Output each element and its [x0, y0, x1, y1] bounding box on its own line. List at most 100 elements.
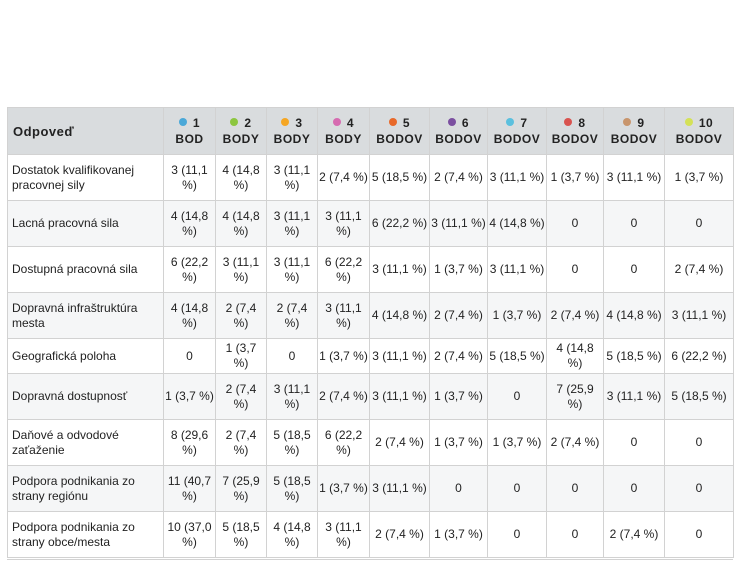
table-cell: 0	[546, 465, 604, 512]
row-label: Dostatok kvalifikovanej pracovnej sily	[7, 154, 164, 201]
table-cell: 1 (3,7 %)	[546, 154, 604, 201]
color-dot-icon	[178, 117, 187, 126]
table-cell: 2 (7,4 %)	[546, 292, 604, 339]
table-cell: 0	[487, 373, 547, 420]
table-row: Podpora podnikania zo strany obce/mesta 1…	[7, 511, 734, 558]
table-cell: 5 (18,5 %)	[266, 419, 318, 466]
header-score-number: 3	[267, 116, 317, 130]
header-column-5: 5 BODOV	[369, 107, 430, 155]
table-cell: 4 (14,8 %)	[215, 154, 267, 201]
table-cell: 1 (3,7 %)	[429, 373, 488, 420]
header-column-2: 2 BODY	[215, 107, 267, 155]
header-score-unit: BODOV	[376, 131, 423, 146]
header-score-unit: BODY	[222, 131, 260, 146]
table-cell: 2 (7,4 %)	[215, 419, 267, 466]
table-cell: 3 (11,1 %)	[369, 373, 430, 420]
header-column-9: 9 BODOV	[603, 107, 665, 155]
table-cell: 3 (11,1 %)	[369, 465, 430, 512]
table-cell: 1 (3,7 %)	[429, 419, 488, 466]
header-answer: Odpoveď	[7, 107, 164, 155]
table-cell: 2 (7,4 %)	[369, 419, 430, 466]
row-label: Dostupná pracovná sila	[7, 246, 164, 293]
header-column-1: 1 BOD	[163, 107, 216, 155]
table-cell: 1 (3,7 %)	[163, 373, 216, 420]
table-cell: 0	[664, 511, 734, 558]
table-cell: 0	[487, 465, 547, 512]
header-column-10: 10 BODOV	[664, 107, 734, 155]
table-cell: 2 (7,4 %)	[215, 373, 267, 420]
table-cell: 0	[603, 200, 665, 247]
color-dot-icon	[623, 117, 632, 126]
table-cell: 0	[163, 338, 216, 374]
table-row: Geografická poloha 0 1 (3,7 %) 0 1 (3,7 %) 3 …	[7, 338, 734, 374]
table-body: Dostatok kvalifikovanej pracovnej sily 3 …	[7, 154, 734, 558]
table-cell: 2 (7,4 %)	[429, 292, 488, 339]
table-cell: 0	[664, 200, 734, 247]
table-cell: 3 (11,1 %)	[215, 246, 267, 293]
table-cell: 1 (3,7 %)	[429, 511, 488, 558]
table-row: Dostatok kvalifikovanej pracovnej sily 3 …	[7, 154, 734, 201]
color-dot-icon	[388, 117, 397, 126]
table-row: Daňové a odvodové zaťaženie 8 (29,6 %) 2 (…	[7, 419, 734, 466]
row-label: Podpora podnikania zo strany regiónu	[7, 465, 164, 512]
table-cell: 3 (11,1 %)	[369, 338, 430, 374]
results-table: Odpoveď 1 BOD 2 BODY 3 BODY 4 BODY 5 BODOV 6 BODOV 7…	[7, 107, 734, 558]
table-cell: 5 (18,5 %)	[664, 373, 734, 420]
row-label: Dopravná infraštruktúra mesta	[7, 292, 164, 339]
table-cell: 3 (11,1 %)	[317, 200, 370, 247]
header-score-number: 2	[216, 116, 266, 130]
table-cell: 2 (7,4 %)	[215, 292, 267, 339]
header-score-unit: BOD	[175, 131, 204, 146]
row-label: Podpora podnikania zo strany obce/mesta	[7, 511, 164, 558]
header-score-number: 4	[318, 116, 369, 130]
header-score-number: 9	[604, 116, 664, 130]
table-cell: 0	[429, 465, 488, 512]
table-cell: 6 (22,2 %)	[317, 419, 370, 466]
table-cell: 3 (11,1 %)	[603, 373, 665, 420]
table-cell: 11 (40,7 %)	[163, 465, 216, 512]
table-cell: 1 (3,7 %)	[317, 338, 370, 374]
header-score-unit: BODOV	[435, 131, 482, 146]
header-column-6: 6 BODOV	[429, 107, 488, 155]
table-cell: 5 (18,5 %)	[487, 338, 547, 374]
table-cell: 4 (14,8 %)	[266, 511, 318, 558]
row-label: Lacná pracovná sila	[7, 200, 164, 247]
header-column-3: 3 BODY	[266, 107, 318, 155]
header-score-number: 8	[547, 116, 603, 130]
color-dot-icon	[281, 117, 290, 126]
table-cell: 7 (25,9 %)	[546, 373, 604, 420]
color-dot-icon	[447, 117, 456, 126]
header-column-7: 7 BODOV	[487, 107, 547, 155]
table-cell: 6 (22,2 %)	[664, 338, 734, 374]
table-cell: 0	[603, 419, 665, 466]
table-cell: 1 (3,7 %)	[317, 465, 370, 512]
table-row: Dopravná dostupnosť 1 (3,7 %) 2 (7,4 %) 3 (…	[7, 373, 734, 420]
table-cell: 3 (11,1 %)	[603, 154, 665, 201]
results-table-container: Odpoveď 1 BOD 2 BODY 3 BODY 4 BODY 5 BODOV 6 BODOV 7…	[7, 107, 734, 558]
table-cell: 6 (22,2 %)	[369, 200, 430, 247]
table-cell: 6 (22,2 %)	[317, 246, 370, 293]
header-score-number: 10	[665, 116, 733, 130]
table-cell: 5 (18,5 %)	[603, 338, 665, 374]
table-cell: 2 (7,4 %)	[546, 419, 604, 466]
table-cell: 3 (11,1 %)	[266, 154, 318, 201]
row-label: Geografická poloha	[7, 338, 164, 374]
table-cell: 4 (14,8 %)	[215, 200, 267, 247]
table-cell: 6 (22,2 %)	[163, 246, 216, 293]
color-dot-icon	[684, 117, 693, 126]
table-cell: 3 (11,1 %)	[664, 292, 734, 339]
table-cell: 7 (25,9 %)	[215, 465, 267, 512]
table-cell: 0	[487, 511, 547, 558]
table-cell: 8 (29,6 %)	[163, 419, 216, 466]
table-cell: 3 (11,1 %)	[266, 373, 318, 420]
table-cell: 4 (14,8 %)	[487, 200, 547, 247]
table-cell: 1 (3,7 %)	[487, 419, 547, 466]
table-cell: 2 (7,4 %)	[369, 511, 430, 558]
table-cell: 2 (7,4 %)	[317, 154, 370, 201]
table-cell: 4 (14,8 %)	[546, 338, 604, 374]
table-cell: 3 (11,1 %)	[487, 154, 547, 201]
row-label: Daňové a odvodové zaťaženie	[7, 419, 164, 466]
table-cell: 5 (18,5 %)	[369, 154, 430, 201]
table-row: Dostupná pracovná sila 6 (22,2 %) 3 (11,1 …	[7, 246, 734, 293]
table-row: Lacná pracovná sila 4 (14,8 %) 4 (14,8 %) 3…	[7, 200, 734, 247]
